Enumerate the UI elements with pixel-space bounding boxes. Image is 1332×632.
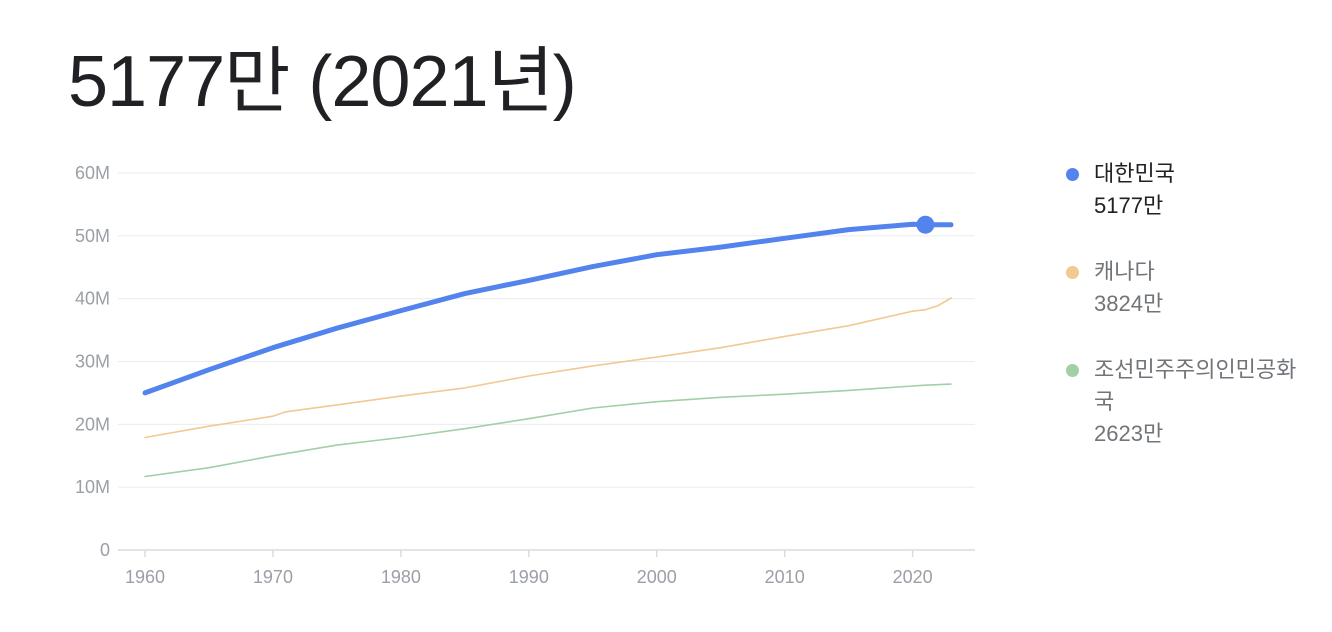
- y-tick-label: 30M: [75, 352, 110, 372]
- y-tick-label: 0: [100, 540, 110, 560]
- legend-item[interactable]: 캐나다 3824만: [1066, 256, 1316, 320]
- x-tick-label: 1960: [125, 567, 165, 587]
- chart-markers[interactable]: [916, 215, 935, 234]
- x-tick-label: 2010: [765, 567, 805, 587]
- legend-series-value: 5177만: [1094, 193, 1164, 218]
- legend-color-dot-icon: [1066, 168, 1079, 181]
- x-tick-label: 2000: [637, 567, 677, 587]
- population-line-chart: 0 10M 20M 30M 40M 50M 60M 1960 1970 1980 1990 2000 2…: [75, 163, 975, 587]
- x-tick-label: 1990: [509, 567, 549, 587]
- series-line[interactable]: [142, 221, 954, 396]
- legend-item[interactable]: 조선민주주의인민공화국 2623만: [1066, 354, 1316, 450]
- x-tick-label: 1980: [381, 567, 421, 587]
- y-tick-label: 40M: [75, 289, 110, 309]
- highlight-point-marker[interactable]: [916, 215, 935, 234]
- x-tick-label: 2020: [893, 567, 933, 587]
- legend-series-name: 캐나다: [1094, 259, 1155, 284]
- chart-series[interactable]: [142, 221, 954, 478]
- legend-series-value: 3824만: [1094, 291, 1164, 316]
- x-tick-label: 1970: [253, 567, 293, 587]
- series-line[interactable]: [144, 383, 952, 478]
- y-tick-label: 50M: [75, 226, 110, 246]
- legend-series-name: 조선민주주의인민공화국: [1094, 357, 1297, 414]
- legend-color-dot-icon: [1066, 364, 1079, 377]
- legend-series-name: 대한민국: [1094, 161, 1175, 186]
- legend-item[interactable]: 대한민국 5177만: [1066, 158, 1316, 222]
- chart-axes: 0 10M 20M 30M 40M 50M 60M 1960 1970 1980 1990 2000 2…: [75, 163, 933, 587]
- legend-color-dot-icon: [1066, 266, 1079, 279]
- y-tick-label: 10M: [75, 477, 110, 497]
- legend-series-value: 2623만: [1094, 421, 1164, 446]
- y-tick-label: 20M: [75, 414, 110, 434]
- series-line[interactable]: [144, 297, 952, 439]
- headline-value: 5177만 (2021년): [68, 42, 577, 122]
- chart-gridlines: [118, 172, 975, 551]
- y-tick-label: 60M: [75, 163, 110, 183]
